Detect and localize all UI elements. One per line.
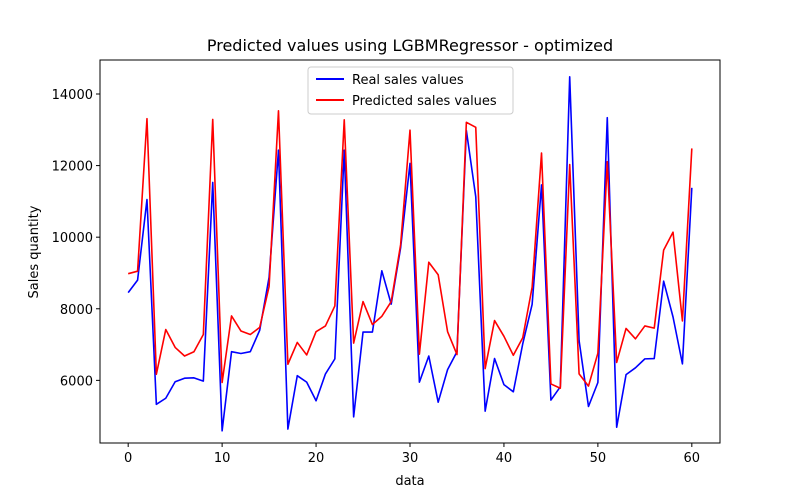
series-line-0 — [127, 76, 693, 432]
y-axis-label: Sales quantity — [27, 205, 42, 298]
legend: Real sales values Predicted sales values — [307, 66, 514, 115]
y-tick-label: 12000 — [52, 160, 93, 175]
legend-label-real: Real sales values — [352, 73, 464, 88]
x-tick-label: 0 — [124, 451, 132, 466]
y-tick-label: 8000 — [60, 303, 93, 318]
y-axis: 6000 8000 10000 12000 14000 — [52, 88, 100, 389]
y-tick-label: 10000 — [52, 231, 93, 246]
x-tick-label: 10 — [214, 451, 231, 466]
x-tick-label: 30 — [402, 451, 419, 466]
x-axis-label: data — [395, 474, 424, 489]
chart-title: Predicted values using LGBMRegressor - o… — [207, 36, 613, 55]
x-tick-label: 40 — [496, 451, 513, 466]
legend-label-predicted: Predicted sales values — [352, 94, 497, 109]
legend-box — [307, 66, 514, 115]
x-tick-label: 20 — [308, 451, 325, 466]
series-line-1 — [127, 110, 693, 390]
x-tick-label: 60 — [684, 451, 701, 466]
y-tick-label: 6000 — [60, 374, 93, 389]
x-tick-label: 50 — [590, 451, 607, 466]
series-layer — [127, 76, 693, 432]
x-axis: 0 10 20 30 40 50 60 — [124, 443, 700, 466]
y-tick-label: 14000 — [52, 88, 93, 103]
